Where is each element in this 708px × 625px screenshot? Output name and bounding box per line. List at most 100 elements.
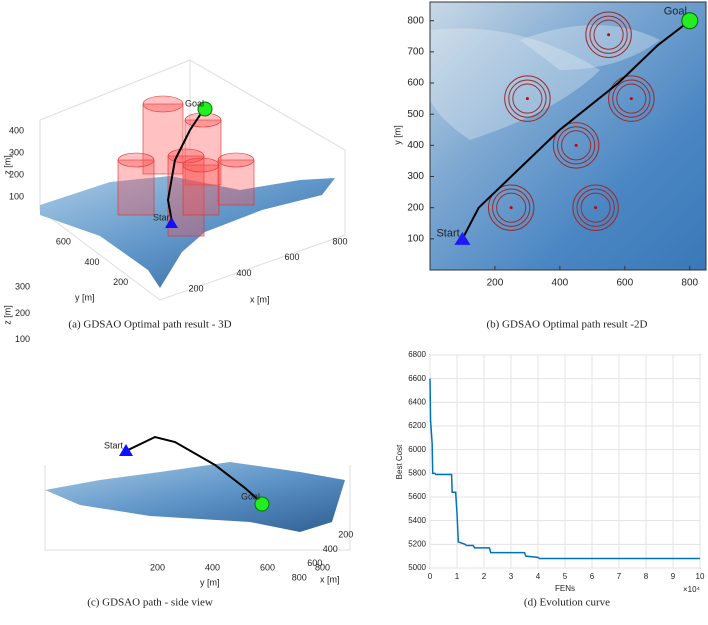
obstacle-center — [574, 143, 578, 147]
x-multiplier: ×10⁴ — [683, 585, 701, 594]
plot-frame — [429, 1, 707, 271]
obstacle-center — [607, 33, 611, 37]
y-tick-label: 400 — [205, 562, 220, 572]
x-tick-label: 600 — [284, 252, 299, 262]
z-tick-label: 300 — [15, 282, 30, 292]
obstacle-center — [525, 97, 529, 101]
x-tick-label: 2 — [482, 572, 487, 581]
obstacle-ring — [487, 184, 535, 231]
terrain-map — [430, 2, 706, 270]
x-tick-label: 6 — [590, 572, 595, 581]
obstacle-ring — [508, 79, 547, 118]
y-tick-label: 5800 — [408, 468, 426, 477]
y-tick-label: 6600 — [408, 374, 426, 383]
goal-label: Goal — [664, 6, 687, 18]
path-line — [461, 19, 691, 240]
y-tick-label: 800 — [315, 562, 330, 572]
caption: (d) Evolution curve — [524, 597, 610, 609]
terrain-3d — [40, 176, 335, 288]
y-tick-label: 800 — [407, 15, 424, 26]
goal-marker — [197, 101, 213, 117]
y-axis-label: y [m] — [392, 125, 402, 145]
obstacle-ring — [496, 192, 527, 223]
start-marker — [165, 217, 178, 228]
y-tick-label: 5000 — [408, 563, 426, 572]
obstacle-ring — [492, 188, 531, 227]
obstacle-ring — [589, 15, 628, 54]
z-tick-label: 100 — [9, 191, 24, 201]
obstacle-ring — [580, 192, 611, 223]
x-tick-label: 0 — [428, 572, 433, 581]
x-tick-label: 400 — [552, 278, 569, 289]
path-3d — [125, 435, 263, 504]
z-axis-label: z [m] — [2, 155, 12, 175]
x-axis-label: x [m] — [250, 294, 270, 304]
y-tick-label: 6000 — [408, 445, 426, 454]
goal-label: Goal — [241, 491, 260, 501]
obstacle-center — [594, 206, 598, 210]
y-axis-label: y [m] — [200, 577, 220, 587]
x-tick-label: 200 — [487, 278, 504, 289]
x-tick-label: 8 — [644, 572, 649, 581]
y-tick-label: 5200 — [408, 539, 426, 548]
x-tick-label: 800 — [681, 278, 698, 289]
x-tick-label: 5 — [563, 572, 568, 581]
x-tick-label: 7 — [617, 572, 622, 581]
obstacle-ring — [585, 11, 632, 58]
panel-c-box — [44, 465, 351, 551]
x-tick-label: 9 — [671, 572, 676, 581]
x-tick-label: 600 — [616, 278, 633, 289]
x-tick-label: 200 — [188, 284, 203, 294]
x-axis-label: FENs — [555, 584, 575, 593]
obstacle-ring — [616, 83, 647, 114]
y-axis-label: y [m] — [75, 292, 95, 302]
x-axis-label: x [m] — [320, 574, 340, 584]
x-tick-label: 800 — [292, 572, 307, 582]
y-tick-label: 200 — [150, 562, 165, 572]
obstacle-ring — [504, 75, 551, 122]
obstacle-ring — [552, 122, 600, 169]
y-tick-label: 400 — [84, 257, 99, 267]
y-tick-label: 5400 — [408, 516, 426, 525]
obstacle-cylinders — [117, 95, 255, 237]
obstacle-ring — [572, 184, 619, 231]
path-3d — [166, 108, 205, 223]
y-tick-label: 600 — [260, 562, 275, 572]
y-axis-label: Best Cost — [395, 444, 404, 479]
start-marker — [454, 231, 471, 245]
x-tick-label: 1 — [455, 572, 460, 581]
y-tick-label: 6800 — [408, 350, 426, 359]
x-tick-label: 200 — [338, 530, 353, 540]
obstacle-ring — [593, 19, 624, 50]
y-tick-label: 600 — [56, 237, 71, 247]
x-tick-label: 600 — [307, 558, 322, 568]
z-tick-label: 400 — [9, 125, 24, 135]
panel-a-box — [39, 59, 346, 301]
y-tick-label: 6200 — [408, 421, 426, 430]
obstacle-ring — [608, 75, 655, 122]
goal-marker — [681, 12, 699, 30]
start-label: Start — [104, 440, 124, 450]
goal-marker — [254, 496, 270, 512]
terrain-3d — [45, 462, 345, 532]
obstacle-center — [509, 206, 513, 210]
z-tick-label: 300 — [9, 147, 24, 157]
y-tick-label: 700 — [407, 47, 424, 58]
y-tick-label: 600 — [407, 78, 424, 89]
y-tick-label: 500 — [407, 109, 424, 120]
obstacle-ring — [612, 79, 651, 118]
obstacle-ring — [556, 126, 596, 165]
caption: (c) GDSAO path - side view — [87, 597, 213, 609]
y-tick-label: 200 — [407, 202, 424, 213]
x-tick-label: 10 — [696, 572, 705, 581]
y-tick-label: 200 — [113, 277, 128, 287]
goal-label: Goal — [185, 98, 204, 108]
z-tick-label: 200 — [9, 169, 24, 179]
obstacle-ring — [512, 83, 543, 114]
caption: (b) GDSAO Optimal path result -2D — [486, 319, 647, 331]
x-tick-label: 400 — [323, 544, 338, 554]
z-tick-label: 100 — [15, 334, 30, 344]
start-label: Start — [436, 228, 459, 240]
z-axis-label: z [m] — [2, 305, 12, 325]
